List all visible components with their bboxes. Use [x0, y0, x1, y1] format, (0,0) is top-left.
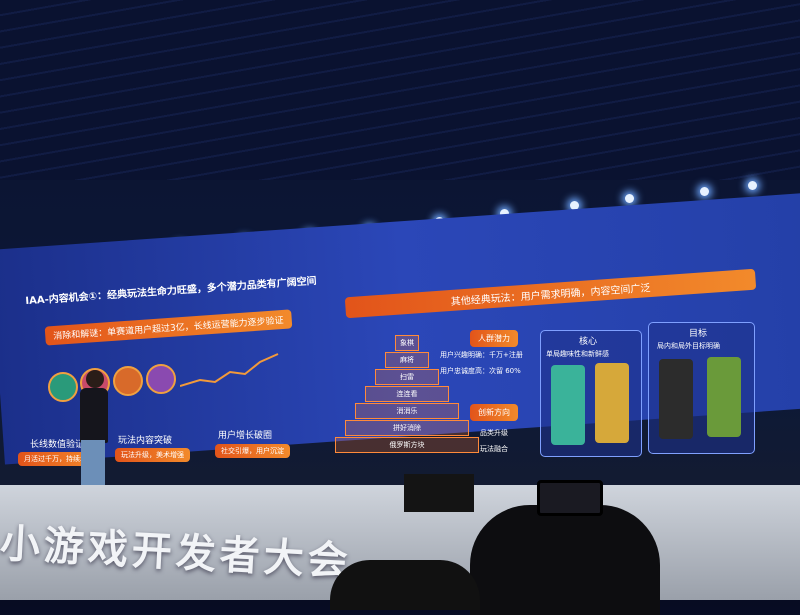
audience-silhouette	[330, 560, 480, 610]
game-icon	[146, 364, 176, 394]
core-card: 核心 单局趣味性和新鲜感	[540, 330, 642, 457]
speaker-legs	[81, 440, 105, 490]
pillar-label: 长线数值验证	[30, 440, 85, 450]
phone-screenshot	[659, 359, 693, 439]
goal-title: 目标	[689, 329, 708, 339]
pyramid-level: 消消乐	[355, 403, 459, 419]
game-icon	[48, 372, 78, 402]
innovation-line: 品类升级	[480, 429, 508, 437]
pillar-label: 玩法内容突破	[118, 436, 173, 446]
monitor-speaker	[404, 474, 474, 512]
light	[570, 201, 579, 210]
game-icon	[113, 366, 143, 396]
light	[625, 194, 634, 203]
pillar-note: 玩法升级，美术增强	[115, 448, 190, 462]
audience-silhouette	[470, 505, 660, 615]
pillar-note: 月活过千万，持续增长	[18, 452, 100, 466]
speaker-body	[80, 388, 108, 443]
pyramid-level: 连连看	[365, 386, 449, 402]
speaker-head	[86, 370, 104, 388]
potential-line: 用户忠诚度高：次留 60%	[440, 367, 521, 375]
potential-title: 人群潜力	[470, 330, 518, 347]
phone-screenshot	[551, 365, 585, 445]
pillar-label: 用户增长破圈	[218, 431, 273, 441]
growth-line	[180, 353, 279, 387]
growth-curve	[180, 353, 279, 387]
core-title: 核心	[579, 337, 598, 347]
phone-screenshot	[595, 363, 629, 443]
goal-card: 目标 局内和局外目标明确	[648, 322, 755, 454]
phone-in-hand	[537, 480, 603, 516]
light	[748, 181, 757, 190]
innovation-line: 玩法融合	[480, 445, 508, 453]
pillar-note: 社交引爆，用户沉淀	[215, 444, 290, 458]
pyramid-level: 俄罗斯方块	[335, 437, 479, 453]
light	[700, 187, 709, 196]
ceiling	[0, 0, 800, 180]
core-subtitle: 单局趣味性和新鲜感	[546, 350, 609, 358]
pyramid-level: 象棋	[395, 335, 419, 351]
phone-screenshot	[707, 357, 741, 437]
pyramid-level: 拼好消除	[345, 420, 469, 436]
pyramid-level: 麻将	[385, 352, 429, 368]
potential-line: 用户兴趣明确：千万+注册	[440, 351, 523, 359]
innovation-title: 创新方向	[470, 404, 518, 421]
pyramid-level: 扫雷	[375, 369, 439, 385]
goal-subtitle: 局内和局外目标明确	[657, 342, 720, 350]
